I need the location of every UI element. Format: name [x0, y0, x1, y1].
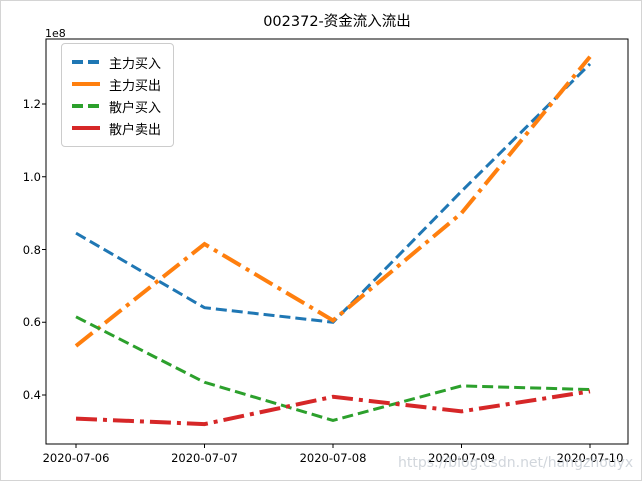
legend-label: 主力买入: [109, 56, 162, 72]
x-tick-label: 2020-07-09: [428, 451, 495, 465]
axes-frame: [45, 38, 629, 445]
watermark-text: https://blog.csdn.net/hangzhouyx: [398, 455, 634, 471]
legend-swatch-dashed: [72, 60, 100, 64]
series-line-主力买出: [74, 55, 592, 348]
y-tick-label: 1.0: [22, 169, 41, 184]
y-tick-label: 0.4: [22, 388, 41, 402]
legend-entry: 散户买入: [71, 95, 161, 117]
legend-entry: 主力买出: [71, 73, 161, 95]
x-tick-label: 2020-07-10: [556, 451, 624, 465]
legend: 主力买入主力买出散户买入散户卖出: [61, 43, 175, 147]
x-tick-label: 2020-07-06: [42, 451, 110, 465]
legend-swatch-dashdot: [72, 82, 100, 86]
series-line-散户卖出: [75, 389, 591, 427]
chart-title: 002372-资金流入流出: [263, 14, 411, 30]
legend-swatch-dashed: [72, 104, 100, 108]
legend-swatch-dashdot: [72, 126, 100, 130]
legend-label: 散户买入: [109, 100, 162, 116]
legend-entry: 主力买入: [71, 51, 161, 73]
y-tick-label: 1.2: [22, 97, 41, 111]
x-tick-label: 2020-07-07: [171, 451, 238, 465]
x-tick-label: 2020-07-08: [299, 451, 367, 465]
legend-label: 主力买出: [109, 78, 162, 94]
y-tick-label: 0.8: [22, 242, 41, 257]
y-tick-label: 0.6: [22, 315, 41, 330]
series-line-散户买入: [75, 315, 591, 423]
legend-label: 散户卖出: [109, 122, 162, 138]
legend-entry: 散户卖出: [71, 117, 161, 139]
y-axis-offset-label: 1e8: [45, 27, 66, 40]
